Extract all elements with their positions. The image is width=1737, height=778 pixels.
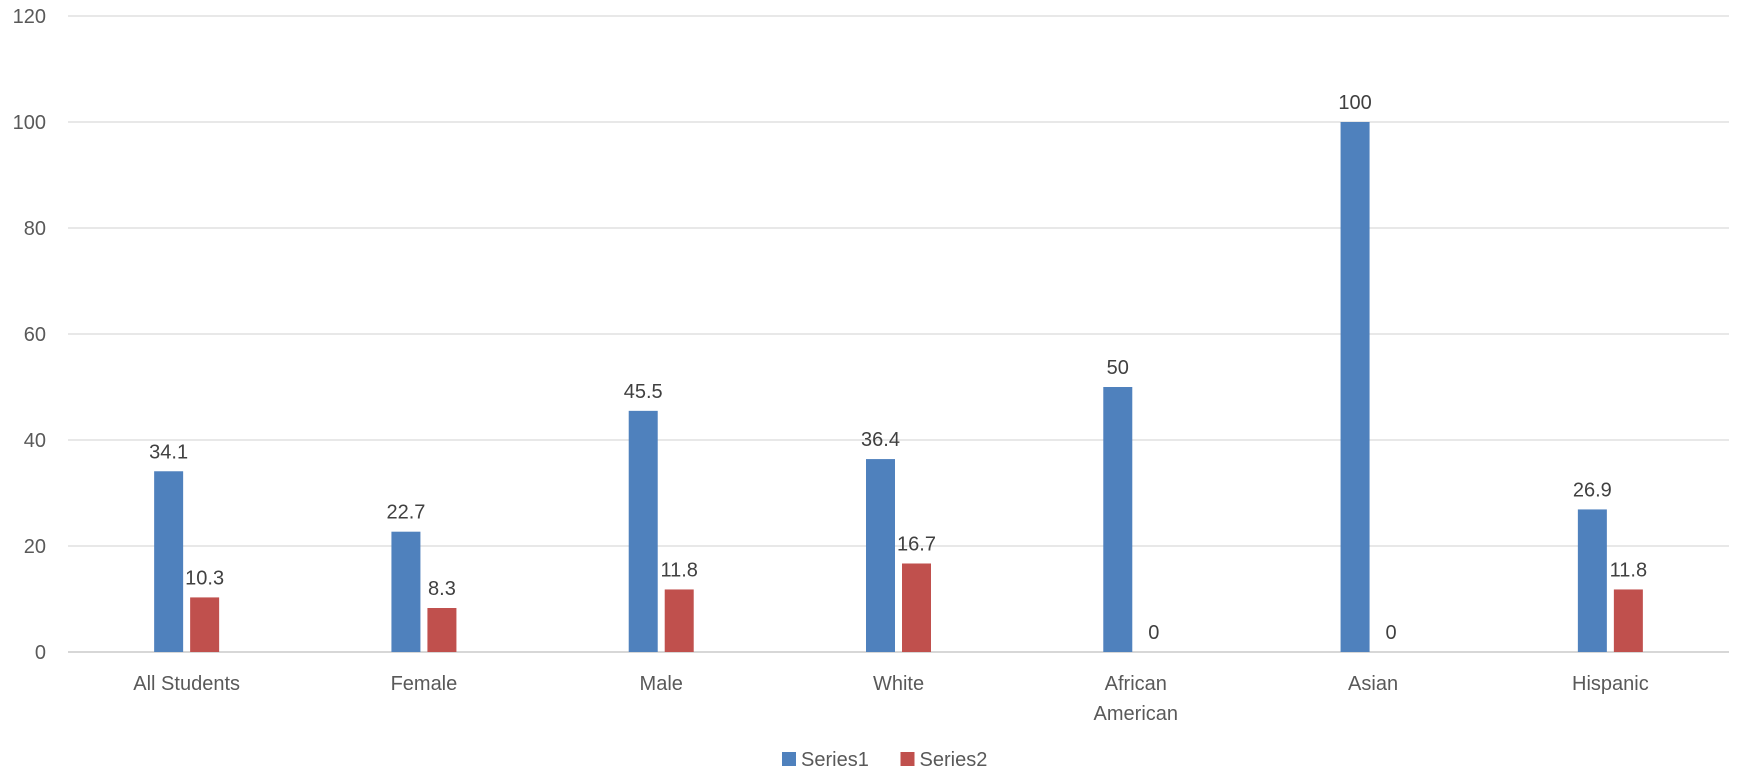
y-tick-label: 60: [24, 324, 46, 346]
bar-series1: [1577, 509, 1607, 652]
data-label: 10.3: [185, 567, 224, 589]
bar-series1: [866, 459, 895, 652]
data-label: 0: [1148, 622, 1159, 644]
legend-swatch: [782, 752, 796, 766]
data-label: 11.8: [1610, 559, 1647, 581]
x-tick-label: African American: [1094, 673, 1178, 725]
bar-series2: [664, 589, 694, 652]
legend-item-series1: Series1: [782, 749, 869, 771]
bar-series1: [154, 471, 184, 652]
data-label: 11.8: [660, 559, 697, 581]
x-tick-label: Hispanic: [1572, 673, 1649, 695]
data-label: 16.7: [897, 533, 936, 555]
y-tick-label: 100: [13, 112, 46, 134]
bars: [154, 122, 1643, 652]
data-labels: 34.1 10.3 22.7 8.3 45.5 11.8 36.4 16.7 50 0 100 0 26…: [149, 92, 1647, 644]
data-label: 0: [1386, 622, 1397, 644]
y-tick-label: 80: [24, 218, 46, 240]
data-label: 36.4: [861, 429, 900, 451]
y-tick-label: 120: [13, 6, 46, 28]
data-label: 50: [1107, 357, 1129, 379]
data-label: 26.9: [1573, 479, 1612, 501]
x-tick-label: Male: [640, 673, 683, 695]
bar-series1: [391, 531, 421, 652]
bar-series1: [1103, 387, 1133, 652]
gridlines: [68, 15, 1729, 653]
legend-label: Series1: [801, 749, 869, 771]
bar-series2: [1613, 589, 1643, 652]
data-label: 8.3: [428, 578, 456, 600]
data-label: 45.5: [624, 381, 663, 403]
bar-series2: [190, 597, 220, 652]
data-label: 100: [1338, 92, 1371, 114]
bar-series2: [902, 563, 931, 652]
legend-swatch: [900, 752, 915, 766]
x-tick-label: Female: [391, 673, 458, 695]
x-tick-label: Asian: [1348, 673, 1398, 695]
legend-label: Series2: [920, 749, 988, 771]
legend: Series1 Series2: [782, 749, 987, 771]
y-tick-label: 20: [24, 536, 46, 558]
x-tick-label: All Students: [133, 673, 240, 695]
data-label: 22.7: [386, 502, 425, 524]
x-tick-label: White: [873, 673, 924, 695]
bar-series1: [1340, 122, 1370, 652]
x-axis: All Students Female Male White African Americ…: [133, 673, 1648, 725]
y-tick-label: 0: [35, 642, 46, 664]
bar-series1: [628, 410, 658, 652]
data-label: 34.1: [149, 441, 188, 463]
legend-item-series2: Series2: [900, 749, 988, 771]
bar-series2: [427, 608, 457, 652]
y-axis: 0 20 40 60 80 100 120: [13, 6, 46, 664]
y-tick-label: 40: [24, 430, 46, 452]
